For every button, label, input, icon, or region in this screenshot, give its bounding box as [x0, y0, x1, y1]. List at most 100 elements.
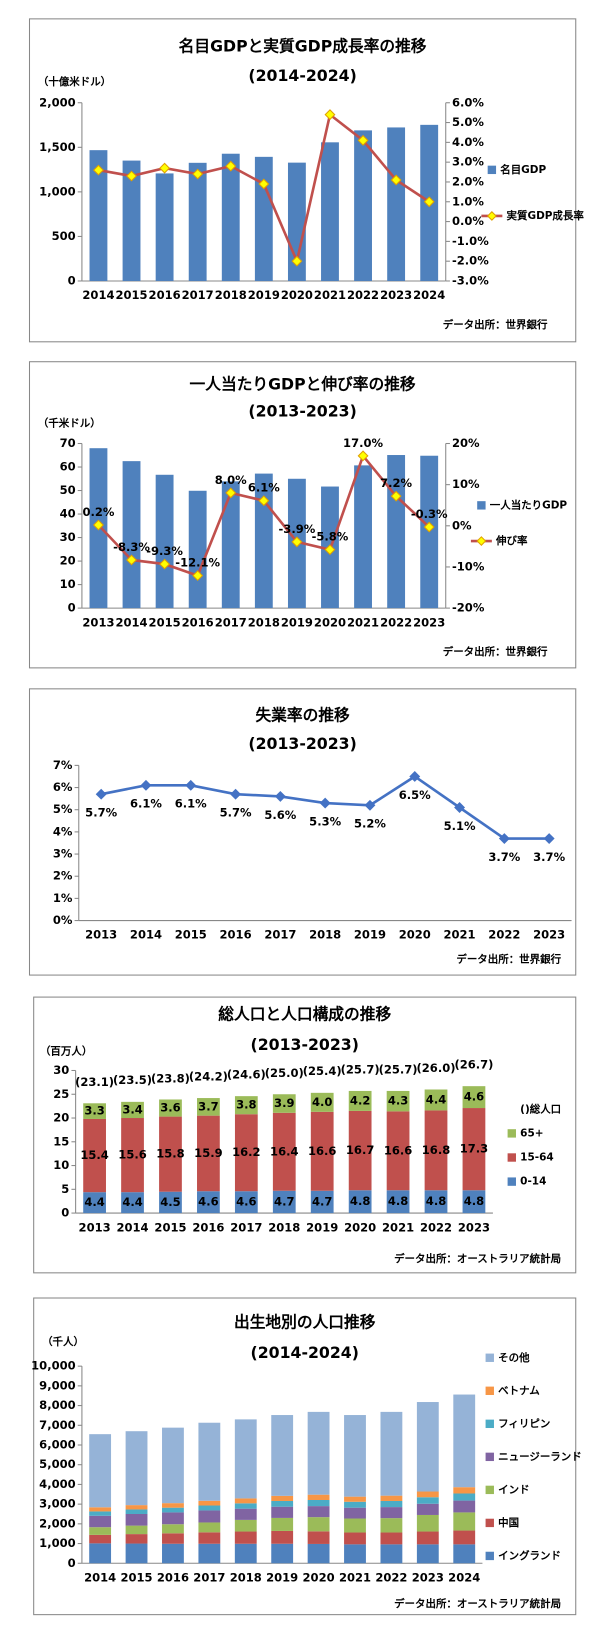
- data-label: -8.3%: [113, 540, 150, 554]
- data-label: 4.7: [274, 1194, 294, 1208]
- y-tick-label: 25: [53, 1087, 69, 1101]
- legend-label: 伸び率: [495, 534, 528, 547]
- bar-segment: [462, 1086, 486, 1109]
- data-label: 6.5%: [399, 788, 431, 802]
- data-label: 3.7: [198, 1099, 218, 1113]
- x-tick-label: 2020: [314, 615, 346, 629]
- x-tick-label: 2022: [380, 615, 412, 629]
- bar-segment: [453, 1530, 476, 1545]
- y2-tick-label: -2.0%: [452, 254, 489, 268]
- data-label: 8.0%: [215, 473, 247, 487]
- y-tick-label: 6,000: [39, 1438, 75, 1452]
- bar-segment: [453, 1512, 476, 1531]
- y2-tick-label: 0%: [452, 518, 472, 532]
- y2-tick-label: -10%: [452, 559, 485, 573]
- y-tick-label: 2%: [53, 869, 73, 883]
- legend-label: イングランド: [498, 1549, 561, 1562]
- bar-segment: [271, 1506, 294, 1518]
- bar-segment: [307, 1494, 330, 1500]
- x-tick-label: 2013: [82, 615, 114, 629]
- bar-segment: [234, 1519, 257, 1532]
- legend-swatch: [485, 1551, 494, 1561]
- legend-swatch: [485, 1452, 494, 1462]
- legend-label: その他: [498, 1351, 530, 1364]
- y-unit: （千人）: [42, 1335, 84, 1348]
- bar: [122, 461, 141, 609]
- y-tick-label: 3%: [53, 847, 73, 861]
- bar-segment: [162, 1512, 184, 1525]
- bar-segment: [234, 1543, 257, 1564]
- data-label: 4.8: [464, 1194, 484, 1208]
- bar-segment: [310, 1190, 334, 1214]
- marker: [185, 779, 197, 791]
- x-tick-label: 2017: [215, 615, 247, 629]
- total-label: (26.7): [454, 1058, 493, 1072]
- bar-segment: [125, 1534, 148, 1544]
- y-tick-label: 50: [60, 483, 76, 497]
- chart-title: 名目GDPと実質GDP成長率の推移: [179, 37, 427, 56]
- bar-segment: [162, 1503, 184, 1508]
- legend-swatch: [507, 1129, 516, 1138]
- bar-segment: [89, 1507, 112, 1512]
- x-tick-label: 2024: [413, 288, 445, 302]
- data-label: 17.3: [460, 1142, 488, 1156]
- marker: [258, 495, 270, 507]
- bar-segment: [348, 1090, 372, 1111]
- x-tick-label: 2017: [182, 288, 214, 302]
- total-label: (24.6): [227, 1068, 266, 1082]
- legend-marker: [476, 536, 487, 546]
- chart-title: 一人当たりGDPと伸び率の推移: [190, 374, 416, 393]
- panel: [28, 688, 577, 976]
- y2-tick-label: -3.0%: [452, 273, 489, 287]
- data-label: 4.6: [198, 1195, 218, 1209]
- y-tick-label: 2,000: [39, 1516, 75, 1530]
- bar-segment: [386, 1090, 410, 1112]
- bar: [221, 481, 240, 609]
- data-label: 5.1%: [444, 819, 476, 833]
- x-tick-label: 2017: [264, 928, 296, 942]
- data-label: 16.2: [232, 1145, 260, 1159]
- x-tick-label: 2016: [182, 615, 214, 629]
- legend-label: ベトナム: [498, 1385, 540, 1397]
- y2-tick-label: 20%: [452, 436, 480, 450]
- chart-subtitle: (2013-2023): [248, 402, 356, 421]
- marker: [423, 521, 435, 533]
- data-label: 6.1%: [175, 797, 207, 811]
- bar-segment: [416, 1503, 439, 1515]
- data-label: 7.2%: [380, 476, 412, 490]
- x-tick-label: 2022: [347, 288, 379, 302]
- y-tick-label: 60: [60, 460, 76, 474]
- bar-segment: [89, 1434, 112, 1508]
- source-note: データ出所：世界銀行: [443, 318, 548, 331]
- bar: [254, 156, 273, 281]
- legend-label: インド: [498, 1484, 529, 1496]
- y2-tick-label: -1.0%: [452, 234, 489, 248]
- data-label: 0.2%: [82, 505, 114, 519]
- x-tick-label: 2015: [115, 288, 147, 302]
- marker: [230, 788, 242, 800]
- y-tick-label: 4,000: [39, 1477, 75, 1491]
- x-tick-label: 2016: [192, 1220, 224, 1234]
- bar-segment: [89, 1527, 112, 1535]
- marker: [159, 558, 171, 570]
- bar-segment: [162, 1543, 184, 1564]
- data-label: 16.8: [422, 1143, 450, 1157]
- bar-segment: [271, 1517, 294, 1531]
- legend-swatch: [487, 165, 497, 175]
- bar-segment: [125, 1513, 148, 1526]
- bar-segment: [234, 1531, 257, 1544]
- bar-segment: [344, 1532, 366, 1545]
- bar-segment: [344, 1518, 366, 1533]
- data-label: 5.7%: [85, 806, 117, 820]
- data-label: 4.0: [312, 1095, 332, 1109]
- x-tick-label: 2016: [157, 1570, 189, 1584]
- y-tick-label: 4%: [53, 824, 73, 838]
- marker: [92, 164, 104, 176]
- y-unit: （百万人）: [40, 1045, 92, 1058]
- bar-segment: [162, 1524, 184, 1534]
- x-tick-label: 2014: [115, 615, 147, 629]
- data-label: 4.6: [236, 1195, 256, 1209]
- bar-segment: [271, 1530, 294, 1544]
- legend-swatch: [485, 1419, 494, 1429]
- y-tick-label: 1,000: [39, 184, 75, 198]
